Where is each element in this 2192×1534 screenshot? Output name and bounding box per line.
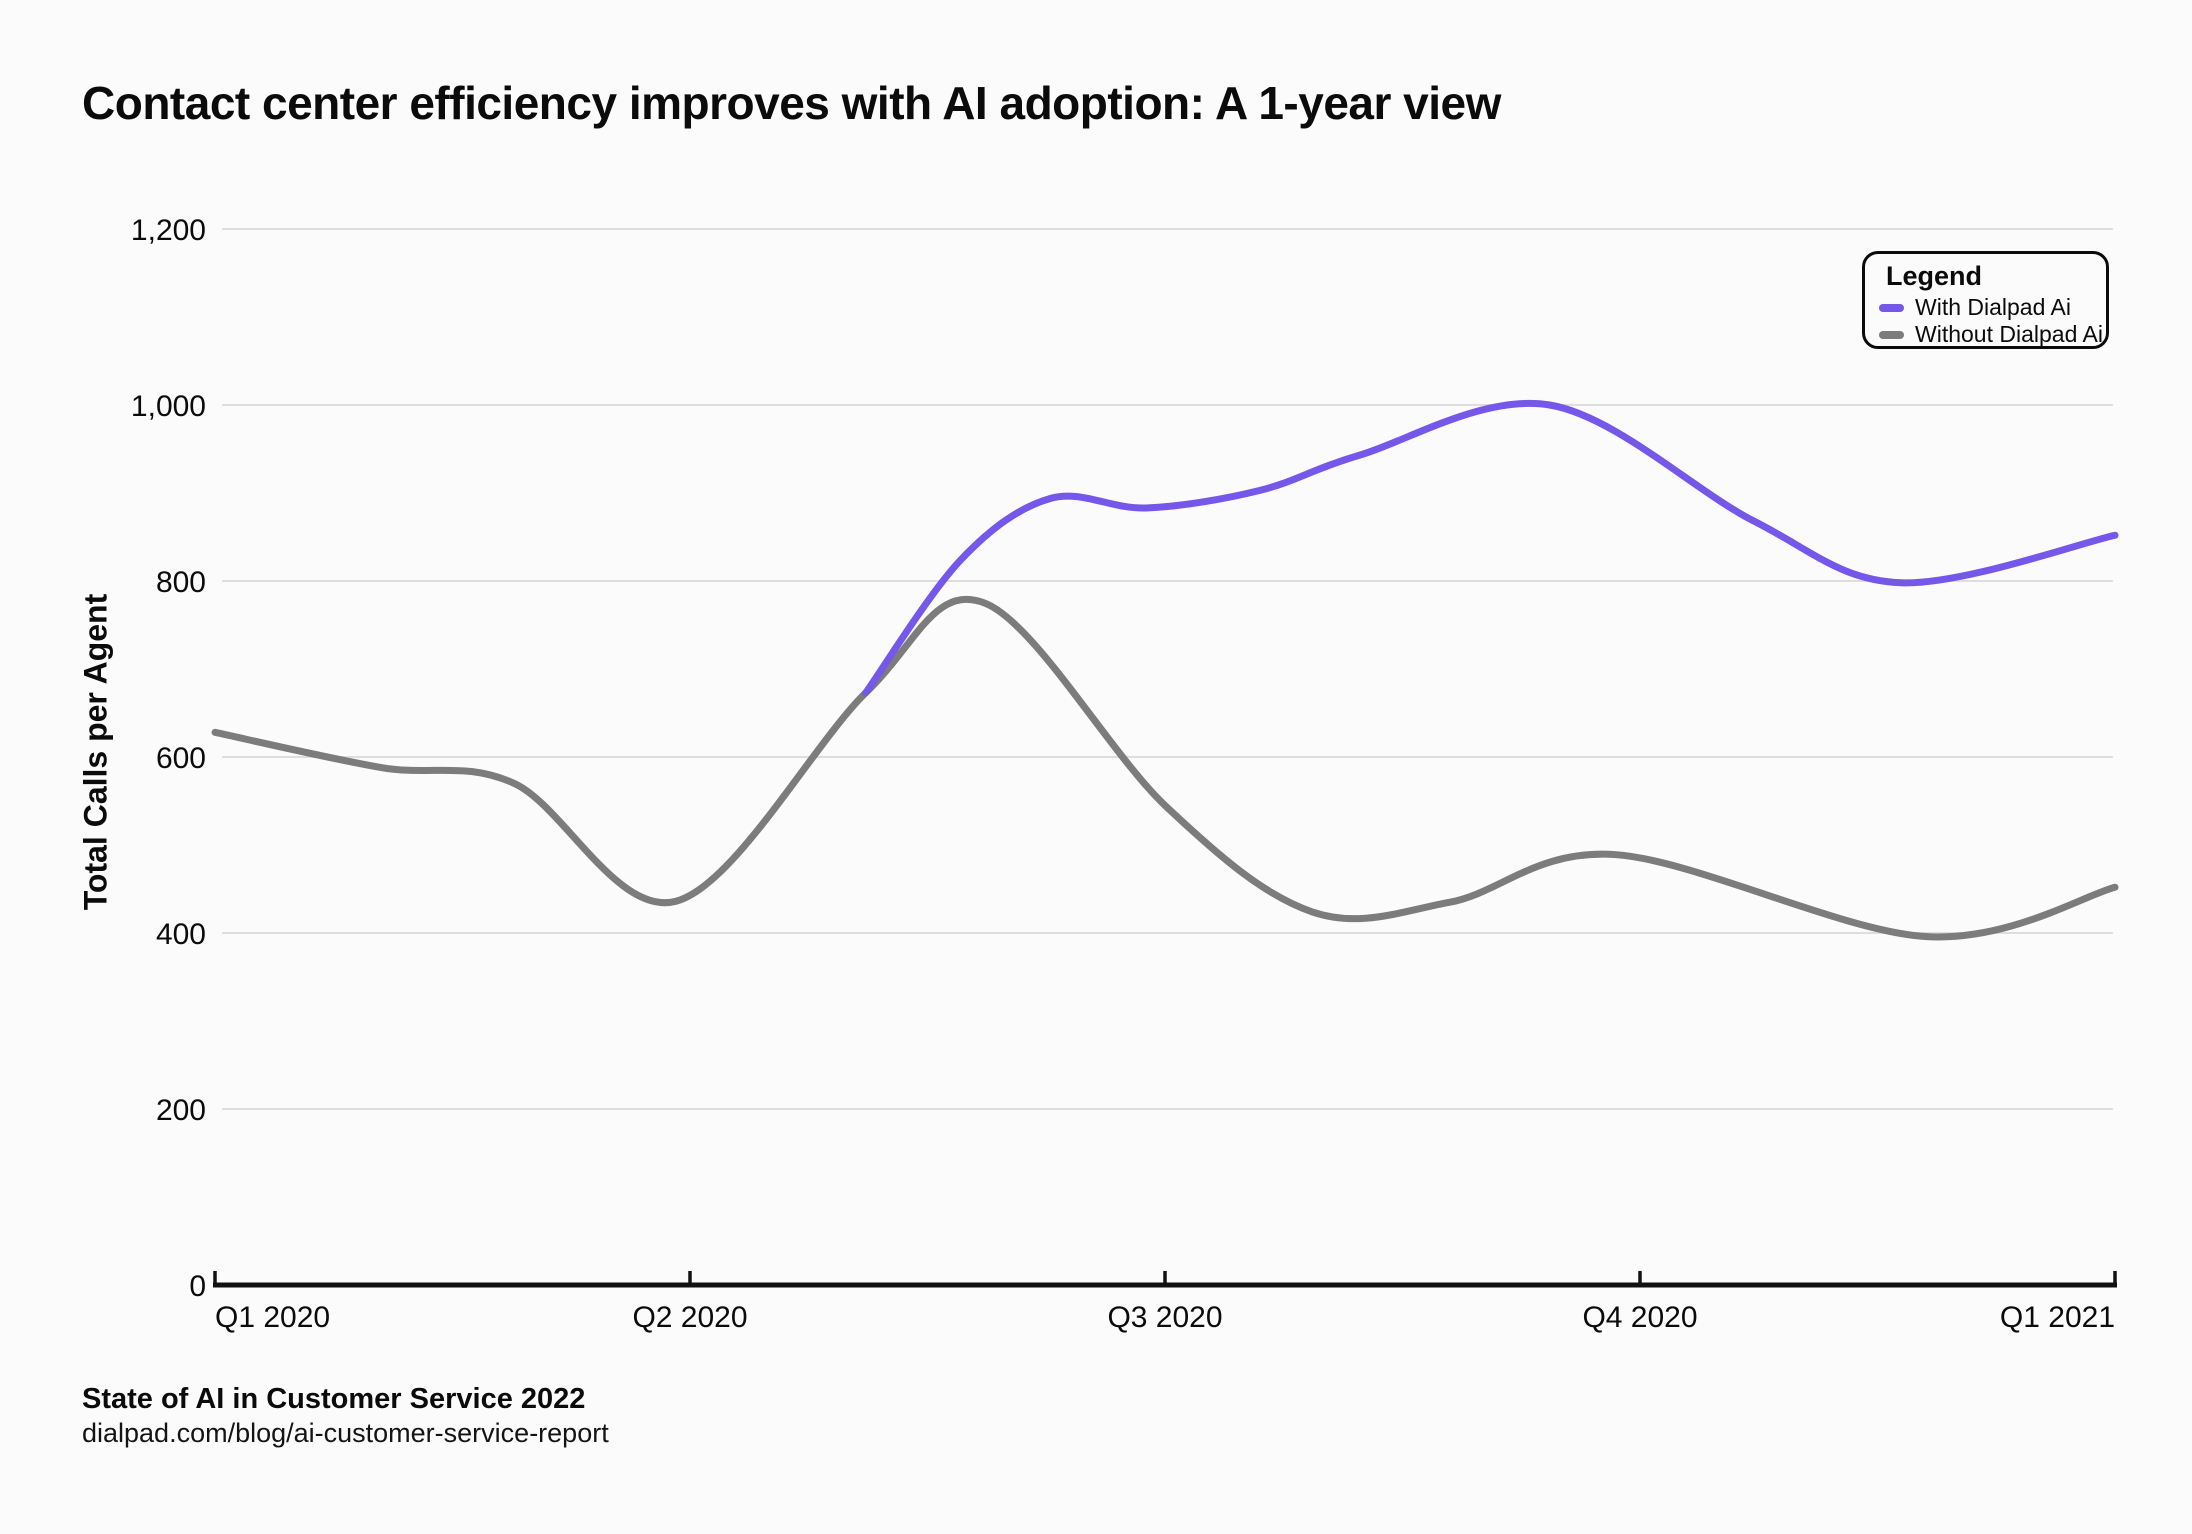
chart-title: Contact center efficiency improves with …	[82, 77, 1501, 129]
legend-item-with-dialpad-ai: With Dialpad Ai	[1879, 294, 2092, 321]
x-tick-label: Q1 2021	[2000, 1301, 2115, 1334]
legend: Legend With Dialpad Ai Without Dialpad A…	[1862, 251, 2109, 349]
x-tick-label: Q4 2020	[1582, 1301, 1697, 1334]
y-tick-label: 400	[156, 918, 206, 951]
y-tick-label: 1,200	[131, 214, 206, 247]
series-line-without-dialpad-ai	[211, 595, 2119, 941]
legend-item-without-dialpad-ai: Without Dialpad Ai	[1879, 321, 2103, 348]
without-dialpad-ai-swatch	[1879, 330, 1904, 339]
y-tick-label: 200	[156, 1094, 206, 1127]
source-url: dialpad.com/blog/ai-customer-service-rep…	[82, 1418, 609, 1448]
legend-item-label: Without Dialpad Ai	[1915, 321, 2103, 348]
y-tick-label: 1,000	[131, 390, 206, 423]
x-tick-label: Q2 2020	[632, 1301, 747, 1334]
with-dialpad-ai-swatch	[1879, 303, 1904, 312]
legend-title: Legend	[1886, 261, 1983, 291]
series-line-with-dialpad-ai	[862, 399, 2119, 697]
source-title: State of AI in Customer Service 2022	[82, 1383, 586, 1415]
x-tick-label: Q3 2020	[1107, 1301, 1222, 1334]
y-tick-label: 0	[189, 1270, 206, 1303]
legend-item-label: With Dialpad Ai	[1915, 294, 2071, 321]
x-tick-label: Q1 2020	[215, 1301, 330, 1334]
y-tick-label: 800	[156, 566, 206, 599]
y-tick-label: 600	[156, 742, 206, 775]
